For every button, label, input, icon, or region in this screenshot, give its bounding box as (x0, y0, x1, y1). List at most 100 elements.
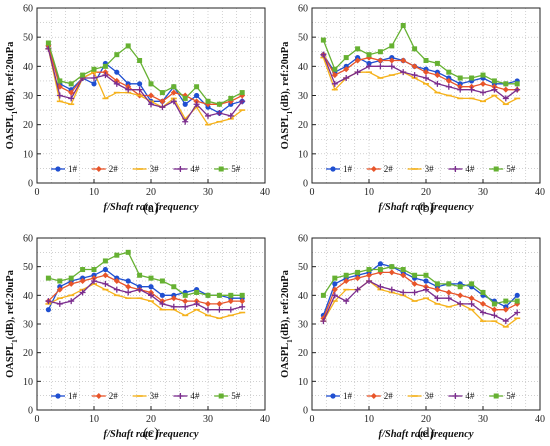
y-tick-label: 50 (23, 33, 33, 44)
legend-item-1#: 1# (326, 164, 353, 174)
data-point (469, 75, 475, 81)
data-point (400, 57, 407, 64)
y-tick-label: 50 (298, 262, 308, 273)
data-point (68, 275, 74, 281)
data-point (514, 298, 520, 304)
data-point (102, 280, 109, 287)
data-point (423, 278, 429, 284)
data-point (331, 80, 338, 87)
x-tick-label: 10 (89, 414, 99, 425)
data-point (468, 86, 475, 93)
data-point (79, 289, 86, 296)
data-point (468, 295, 475, 302)
data-point (377, 261, 383, 267)
data-point (57, 78, 63, 84)
data-point (514, 309, 521, 316)
data-point (227, 306, 234, 313)
data-point (423, 272, 429, 278)
data-point (446, 69, 452, 75)
legend-item-4#: 4# (173, 391, 200, 401)
y-tick-label: 0 (303, 179, 308, 190)
series-line-3# (322, 280, 518, 328)
y-tick-label: 30 (298, 91, 308, 102)
data-point (354, 275, 361, 282)
data-point (366, 267, 372, 273)
data-point (170, 89, 177, 96)
legend-label: 3# (425, 391, 435, 401)
data-point (388, 269, 395, 276)
legend-marker (330, 393, 336, 399)
data-point (411, 280, 418, 287)
legend-label: 4# (190, 164, 200, 174)
legend-label: 2# (384, 391, 394, 401)
x-axis-label: f/Shaft rate frequency (378, 202, 473, 213)
data-point (182, 95, 188, 101)
data-point (411, 72, 418, 79)
legend-marker (452, 166, 459, 172)
data-point (480, 80, 486, 87)
legend-item-2#: 2# (366, 391, 394, 401)
legend-label: 4# (465, 391, 475, 401)
data-point (445, 83, 452, 90)
x-tick-label: 0 (35, 187, 40, 198)
y-tick-label: 10 (23, 149, 33, 160)
data-point (159, 278, 165, 284)
data-point (377, 49, 383, 55)
data-point (332, 281, 338, 287)
data-point (45, 40, 51, 46)
legend-marker (55, 393, 61, 399)
data-point (388, 63, 395, 70)
data-point (216, 300, 223, 307)
data-point (182, 298, 189, 305)
legend-item-4#: 4# (448, 391, 475, 401)
data-point (68, 95, 75, 102)
y-tick-label: 20 (298, 120, 308, 131)
x-tick-label: 40 (260, 414, 270, 425)
data-point (216, 292, 222, 298)
data-point (56, 286, 63, 293)
data-point (331, 286, 338, 293)
data-point (193, 101, 200, 108)
data-point (388, 286, 395, 293)
y-tick-label: 20 (23, 120, 33, 131)
legend-label: 4# (465, 164, 475, 174)
x-tick-label: 10 (364, 187, 374, 198)
y-tick-label: 50 (23, 262, 33, 273)
data-point (412, 272, 418, 278)
data-point (502, 306, 509, 313)
legend-marker (493, 393, 499, 399)
data-point (125, 283, 132, 290)
panel-caption: (a) (143, 201, 159, 216)
data-point (331, 292, 338, 299)
data-point (423, 58, 429, 63)
data-point (182, 101, 188, 107)
data-point (91, 81, 97, 87)
legend-marker (55, 166, 61, 172)
data-point (514, 86, 521, 93)
data-point (45, 298, 52, 305)
data-point (400, 289, 407, 296)
data-point (423, 286, 429, 293)
y-tick-label: 40 (23, 62, 33, 73)
legend-item-5#: 5# (214, 391, 241, 401)
data-point (159, 300, 166, 307)
legend-marker (452, 393, 459, 399)
x-tick-label: 0 (35, 414, 40, 425)
y-tick-label: 40 (298, 291, 308, 302)
data-point (434, 60, 440, 66)
data-point (377, 267, 383, 273)
x-tick-label: 10 (364, 414, 374, 425)
legend-label: 1# (343, 391, 353, 401)
data-point (320, 37, 326, 43)
y-axis-label: OASPL1(dB), ref:20uPa (280, 41, 294, 149)
data-point (91, 75, 97, 81)
data-point (80, 267, 86, 273)
legend-marker (177, 393, 184, 399)
data-point (354, 69, 361, 76)
data-point (377, 57, 384, 64)
data-point (457, 75, 463, 81)
legend-item-1#: 1# (326, 391, 353, 401)
data-point (343, 278, 350, 284)
data-point (446, 281, 452, 287)
data-point (480, 309, 486, 316)
